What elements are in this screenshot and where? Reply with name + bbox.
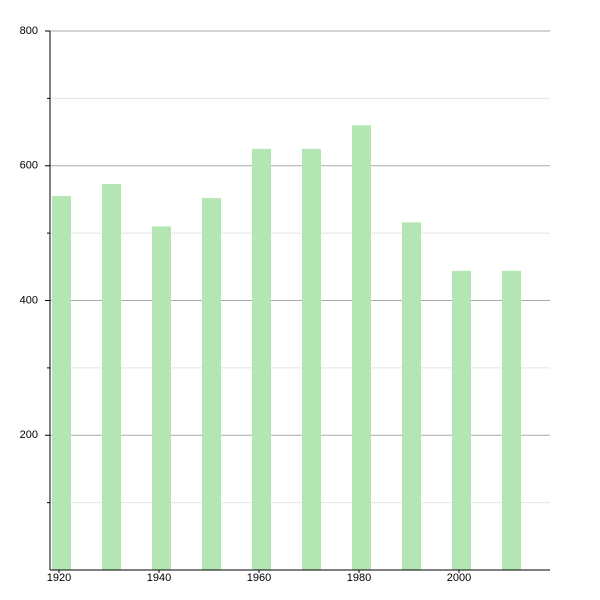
bar xyxy=(52,196,71,570)
y-tick-label: 800 xyxy=(20,25,38,37)
bar xyxy=(352,125,371,570)
y-tick-label: 400 xyxy=(20,294,38,306)
bar xyxy=(302,148,321,570)
x-tick-label: 1980 xyxy=(347,572,371,584)
y-tick-label: 600 xyxy=(20,160,38,172)
bar xyxy=(402,222,421,570)
x-tick-label: 1920 xyxy=(47,572,71,584)
x-tick-label: 1960 xyxy=(247,572,271,584)
bar xyxy=(202,198,221,570)
bar xyxy=(152,226,171,570)
x-tick-label: 1940 xyxy=(147,572,171,584)
y-tick-label: 200 xyxy=(20,429,38,441)
bar xyxy=(252,148,271,570)
bar xyxy=(502,270,521,570)
bar xyxy=(102,183,121,570)
x-tick-label: 2000 xyxy=(447,572,471,584)
bar xyxy=(452,270,471,570)
